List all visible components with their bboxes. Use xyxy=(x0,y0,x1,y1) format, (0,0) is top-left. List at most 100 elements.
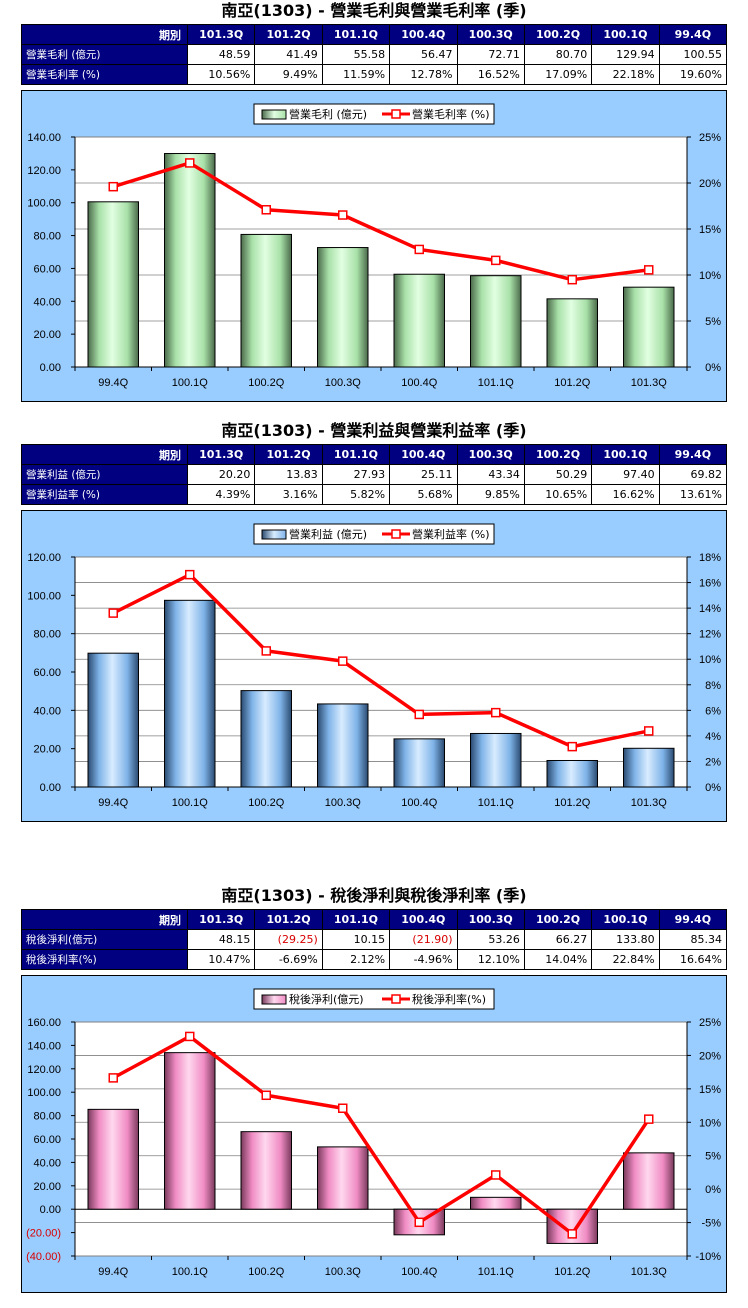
y-right-tick-label: -5% xyxy=(701,1218,721,1230)
table-cell: (21.90) xyxy=(389,929,458,950)
bar xyxy=(623,286,675,368)
x-tick-label: 100.4Q xyxy=(401,1266,438,1278)
y-right-tick-label: 16% xyxy=(699,578,721,590)
legend-bar-label: 營業利益 (億元) xyxy=(289,527,367,541)
y-left-tick-label: 40.00 xyxy=(33,705,61,717)
y-left-tick-label: 140.00 xyxy=(27,1040,61,1052)
y-right-tick-label: 0% xyxy=(705,1184,721,1196)
line-point xyxy=(108,181,118,192)
header-period: 101.1Q xyxy=(321,909,391,930)
bar xyxy=(470,275,522,368)
bar xyxy=(240,690,292,788)
x-tick-label: 100.3Q xyxy=(325,797,362,809)
table-cell: -4.96% xyxy=(389,949,458,970)
line-point xyxy=(567,741,577,752)
bar xyxy=(164,153,216,368)
line-point xyxy=(414,709,424,720)
table-cell: 100.55 xyxy=(658,44,728,65)
table-cell: 56.47 xyxy=(389,44,458,65)
table-cell: 16.62% xyxy=(591,484,660,505)
operating-income-section: 南亞(1303) - 營業利益與營業利益率 (季) 期別 101.3Q 101.… xyxy=(21,420,728,822)
y-left-tick-label: 60.00 xyxy=(33,1134,61,1146)
line-point xyxy=(567,1229,577,1239)
line-point xyxy=(414,1217,424,1228)
legend-bar-label: 稅後淨利(億元) xyxy=(289,992,364,1006)
bar xyxy=(87,652,139,788)
table-cell: 12.10% xyxy=(456,949,525,970)
line-point xyxy=(261,205,271,215)
table-cell: 43.34 xyxy=(456,464,525,485)
table-cell: 11.59% xyxy=(321,64,391,85)
header-period: 101.2Q xyxy=(254,909,323,930)
row-label: 稅後淨利率(%) xyxy=(21,949,188,970)
table-cell: 20.20 xyxy=(186,464,256,485)
table-cell: 17.09% xyxy=(523,64,593,85)
header-period: 100.1Q xyxy=(591,909,660,930)
legend xyxy=(253,988,495,1010)
y-right-tick-label: 6% xyxy=(705,705,721,717)
line-point xyxy=(567,274,577,285)
y-left-tick-label: 80.00 xyxy=(33,1111,61,1123)
y-left-tick-label: 100.00 xyxy=(27,1087,61,1099)
table-cell: 50.29 xyxy=(523,464,593,485)
y-left-tick-label: 60.00 xyxy=(33,263,61,275)
data-table: 期別 101.3Q 101.2Q 101.1Q 100.4Q 100.3Q 10… xyxy=(21,444,728,505)
table-cell: 72.71 xyxy=(456,44,525,65)
header-period: 100.4Q xyxy=(389,909,458,930)
gross-profit-section: 南亞(1303) - 營業毛利與營業毛利率 (季) 期別 101.3Q 101.… xyxy=(21,0,728,402)
x-tick-label: 100.1Q xyxy=(172,1266,209,1278)
data-table: 期別 101.3Q 101.2Q 101.1Q 100.4Q 100.3Q 10… xyxy=(21,909,728,970)
x-tick-label: 99.4Q xyxy=(98,1266,128,1278)
line-point xyxy=(261,1090,271,1101)
x-tick-label: 100.1Q xyxy=(172,377,209,389)
section-title: 南亞(1303) - 營業毛利與營業毛利率 (季) xyxy=(221,1,527,20)
table-header-row: 期別 101.3Q 101.2Q 101.1Q 100.4Q 100.3Q 10… xyxy=(21,444,728,465)
line-point xyxy=(338,656,348,666)
table-row: 營業毛利 (億元) 48.59 41.49 55.58 56.47 72.71 … xyxy=(21,44,728,65)
line-point xyxy=(644,265,654,275)
y-right-tick-label: -10% xyxy=(695,1251,721,1263)
y-right-tick-label: 12% xyxy=(699,629,721,641)
y-right-tick-label: 5% xyxy=(705,316,721,328)
x-tick-label: 100.4Q xyxy=(401,377,438,389)
table-row: 營業利益率 (%) 4.39% 3.16% 5.82% 5.68% 9.85% … xyxy=(21,484,728,505)
bar xyxy=(546,759,598,788)
table-cell: -6.69% xyxy=(254,949,323,970)
line-point xyxy=(491,1170,501,1180)
legend-bar-swatch xyxy=(261,529,287,540)
legend-line-label: 營業利益率 (%) xyxy=(412,527,490,541)
table-cell: 14.04% xyxy=(523,949,593,970)
bar xyxy=(317,703,369,788)
legend-line-marker xyxy=(391,529,401,539)
bar xyxy=(470,1196,522,1210)
y-left-tick-label: 20.00 xyxy=(33,744,61,756)
x-tick-label: 101.1Q xyxy=(478,377,515,389)
x-tick-label: 100.2Q xyxy=(248,377,285,389)
table-cell: 3.16% xyxy=(254,484,323,505)
header-period: 99.4Q xyxy=(658,24,728,45)
header-period: 101.3Q xyxy=(186,24,256,45)
y-left-tick-label: (40.00) xyxy=(26,1251,61,1263)
bar xyxy=(623,747,675,788)
combo-chart-gross-profit: 0% 5% 10% 15% 20% 25% 0.00 20.00 40.00 60.00 80.00… xyxy=(21,90,727,402)
bar xyxy=(87,1108,139,1210)
table-row: 營業毛利率 (%) 10.56% 9.49% 11.59% 12.78% 16.… xyxy=(21,64,728,85)
legend-line-marker xyxy=(391,994,401,1004)
bar xyxy=(87,201,139,368)
header-period: 101.1Q xyxy=(321,444,391,465)
legend xyxy=(253,523,495,545)
line-point xyxy=(108,1073,118,1083)
table-cell: 66.27 xyxy=(523,929,593,950)
x-tick-label: 101.1Q xyxy=(478,1266,515,1278)
line-point xyxy=(644,726,654,736)
y-right-tick-label: 10% xyxy=(699,1117,721,1129)
header-period: 100.2Q xyxy=(523,909,593,930)
y-left-tick-label: 100.00 xyxy=(27,198,61,210)
x-tick-label: 100.2Q xyxy=(248,1266,285,1278)
y-left-tick-label: 140.00 xyxy=(27,132,61,144)
data-table: 期別 101.3Q 101.2Q 101.1Q 100.4Q 100.3Q 10… xyxy=(21,24,728,85)
x-tick-label: 100.1Q xyxy=(172,797,209,809)
table-cell: 16.52% xyxy=(456,64,525,85)
header-period: 99.4Q xyxy=(658,909,728,930)
row-label: 稅後淨利(億元) xyxy=(21,929,188,950)
